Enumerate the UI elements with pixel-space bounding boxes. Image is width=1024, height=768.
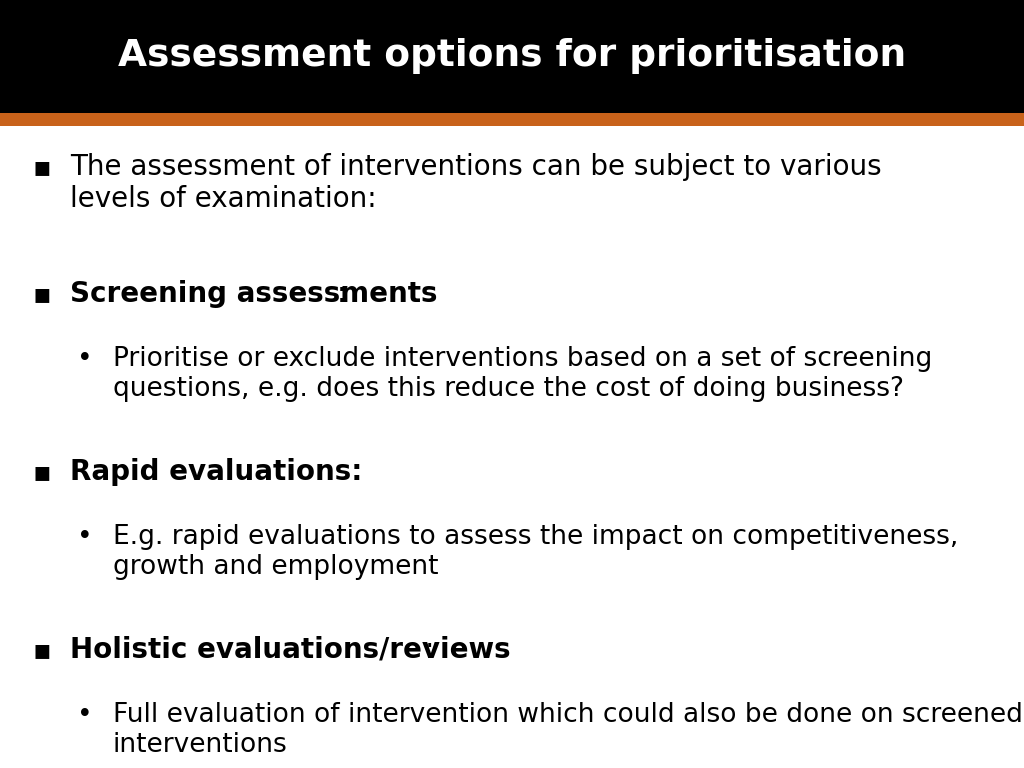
Bar <box>0 113 1024 126</box>
Text: Full evaluation of intervention which could also be done on screened
interventio: Full evaluation of intervention which co… <box>113 702 1023 758</box>
Text: ▪: ▪ <box>33 280 51 307</box>
Text: Screening assessments: Screening assessments <box>70 280 437 307</box>
Text: ▪: ▪ <box>33 153 51 180</box>
Text: E.g. rapid evaluations to assess the impact on competitiveness,
growth and emplo: E.g. rapid evaluations to assess the imp… <box>113 524 958 580</box>
Text: :: : <box>425 636 434 664</box>
Text: :: : <box>336 280 346 307</box>
Text: Assessment options for prioritisation: Assessment options for prioritisation <box>118 38 906 74</box>
Text: •: • <box>77 702 92 728</box>
Text: Holistic evaluations/reviews: Holistic evaluations/reviews <box>70 636 510 664</box>
Text: The assessment of interventions can be subject to various
levels of examination:: The assessment of interventions can be s… <box>70 153 882 214</box>
Text: •: • <box>77 524 92 550</box>
Bar <box>0 0 1024 113</box>
Text: •: • <box>77 346 92 372</box>
Text: ▪: ▪ <box>33 636 51 664</box>
Text: ▪: ▪ <box>33 458 51 485</box>
Text: Rapid evaluations:: Rapid evaluations: <box>70 458 362 485</box>
Text: Prioritise or exclude interventions based on a set of screening
questions, e.g. : Prioritise or exclude interventions base… <box>113 346 932 402</box>
